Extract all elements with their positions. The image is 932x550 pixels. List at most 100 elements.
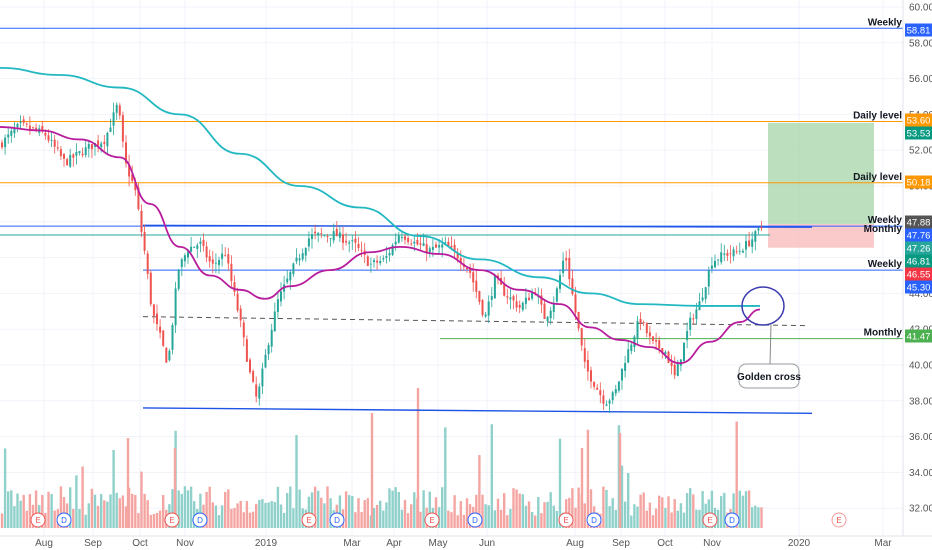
candle-body	[568, 257, 571, 280]
candle-body	[118, 105, 121, 116]
candle-body	[196, 245, 199, 249]
candle-body	[205, 246, 208, 258]
level-label: Weekly	[868, 259, 903, 270]
volume-bar	[270, 501, 273, 528]
level-label: Monthly	[864, 224, 903, 235]
volume-bar	[143, 493, 146, 528]
candle-body	[459, 258, 462, 263]
event-marker-letter: E	[563, 516, 568, 525]
price-tag-label: 58.81	[907, 26, 931, 37]
volume-bar	[134, 494, 137, 528]
candle-body	[345, 240, 348, 243]
volume-bar	[214, 505, 218, 528]
volume-bar	[233, 508, 236, 528]
time-tick-label: Mar	[343, 538, 361, 549]
volume-bar	[370, 413, 374, 528]
dividend-marker	[586, 512, 602, 528]
volume-bar	[217, 515, 221, 528]
volume-bar	[720, 496, 723, 528]
candle-body	[183, 255, 186, 262]
candle-body	[227, 254, 230, 264]
earnings-marker	[301, 512, 317, 528]
volume-bar	[307, 496, 311, 528]
volume-bar	[413, 492, 416, 528]
candle-body	[329, 237, 332, 239]
candle-body	[369, 263, 372, 265]
volume-bar	[354, 512, 357, 528]
candle-body	[574, 294, 577, 313]
candle-body	[190, 246, 193, 252]
target-zone	[768, 122, 874, 224]
volume-bar	[530, 511, 534, 528]
candle-body	[397, 235, 400, 243]
candle-body	[590, 370, 592, 382]
volume-bar	[220, 505, 224, 528]
candle-body	[149, 272, 152, 305]
volume-bar	[534, 515, 537, 528]
volume-bar	[199, 493, 202, 528]
price-tag	[905, 267, 932, 281]
volume-bar	[205, 491, 208, 528]
volume-bar	[400, 509, 404, 528]
volume-bar	[282, 512, 286, 528]
candle-body	[354, 238, 357, 243]
level-label: Weekly	[868, 17, 903, 28]
volume-bar	[211, 502, 214, 528]
candle-body	[521, 302, 524, 310]
candle-body	[53, 139, 56, 147]
candle-body	[611, 392, 614, 401]
volume-bar	[276, 486, 280, 528]
candle-body	[351, 240, 354, 242]
volume-bar	[59, 486, 63, 528]
candle-body	[152, 304, 155, 316]
volume-bar	[462, 514, 466, 528]
time-axis[interactable]: Aug Sep Oct Nov 2019 Mar Apr May Jun Aug Sep Oct Nov…	[35, 538, 892, 549]
volume-bar	[267, 502, 270, 528]
candle-body	[745, 241, 747, 250]
candle-body	[509, 297, 512, 300]
price-tag-label: 53.60	[907, 116, 931, 127]
candle-body	[66, 159, 69, 166]
candle-body	[636, 321, 639, 339]
candle-body	[187, 251, 189, 258]
candle-body	[617, 381, 620, 391]
candle-body	[475, 280, 478, 292]
candle-body	[230, 263, 233, 281]
volume-bar	[555, 510, 559, 528]
volume-bar	[28, 494, 32, 528]
price-tag-label: 47.26	[907, 244, 931, 255]
volume-bar	[747, 490, 751, 528]
volume-bar	[242, 512, 245, 528]
volume-bar	[577, 487, 580, 528]
volume-bar	[357, 498, 360, 528]
price-tick-label: 34.00	[909, 468, 932, 479]
candle-body	[171, 324, 174, 350]
candle-body	[252, 371, 255, 382]
candle-body	[165, 347, 168, 363]
price-tag	[905, 280, 932, 294]
volume-bar	[558, 438, 562, 528]
candle-body	[478, 291, 481, 302]
candle-body	[388, 252, 391, 256]
volume-bar	[19, 500, 22, 528]
volume-bar	[689, 488, 692, 528]
candle-body	[741, 250, 744, 253]
candle-body	[593, 381, 596, 387]
candle-body	[289, 271, 292, 281]
volume-bar	[313, 486, 317, 528]
candle-body	[407, 237, 410, 242]
candle-body	[28, 125, 31, 130]
candle-body	[760, 227, 763, 229]
candle-body	[376, 260, 379, 263]
candle-body	[298, 258, 301, 261]
candle-body	[549, 310, 552, 319]
candle-body	[87, 143, 90, 149]
candle-body	[128, 164, 131, 177]
event-marker-letter: D	[197, 516, 203, 525]
volume-bar	[456, 515, 459, 528]
candle-body	[112, 112, 115, 126]
candle-body	[357, 243, 360, 248]
trendlines	[142, 224, 813, 415]
